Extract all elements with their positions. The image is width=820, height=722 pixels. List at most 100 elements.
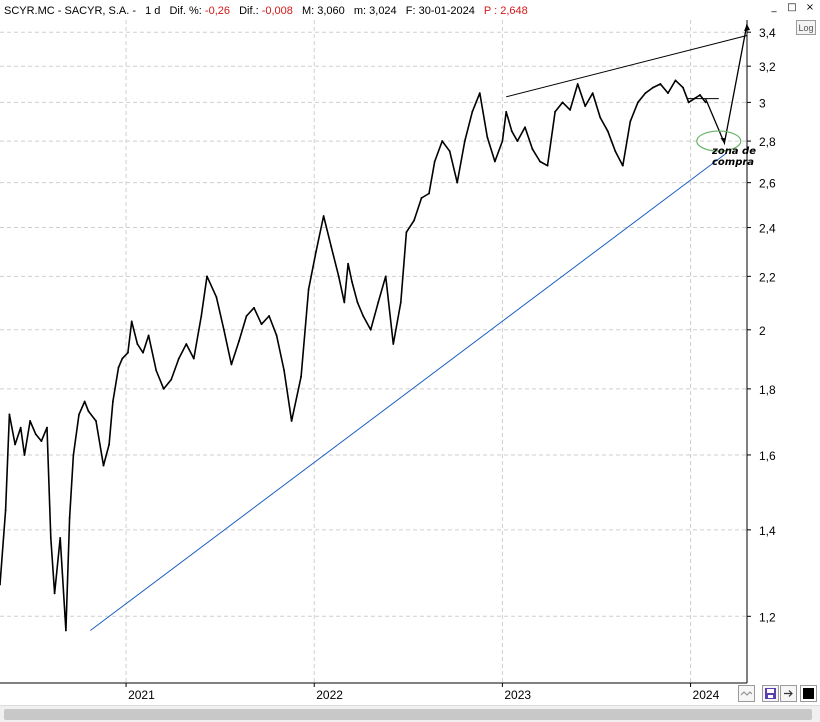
y-tick-label: 3 (759, 96, 766, 110)
y-tick-label: 1,2 (759, 610, 776, 624)
price-point (478, 92, 481, 95)
price-point (117, 366, 120, 369)
buy-zone-ellipse (696, 130, 742, 152)
price-point (253, 306, 255, 309)
price-point (111, 400, 114, 403)
price-point (471, 110, 474, 113)
dif-value: -0,008 (261, 5, 293, 17)
price-point (399, 301, 402, 304)
price-point (531, 148, 534, 151)
price-point (49, 537, 52, 539)
price-point (330, 245, 333, 248)
price-point (78, 413, 80, 416)
scrollbar-thumb[interactable] (4, 709, 812, 720)
price-point (456, 181, 459, 184)
price-point (377, 301, 380, 304)
price-point (576, 83, 579, 85)
price-point (108, 443, 111, 446)
price-point (493, 160, 496, 163)
expand-icon[interactable] (780, 685, 797, 702)
price-point (659, 83, 662, 85)
max-value: 3,060 (317, 5, 345, 17)
price-point (687, 101, 690, 104)
price-point (591, 92, 594, 95)
price-point (290, 420, 293, 422)
price-point (46, 426, 48, 429)
minimize-button[interactable]: _ (771, 2, 777, 13)
chart-grid (0, 20, 747, 683)
price-point (83, 400, 86, 403)
price-point (674, 79, 677, 82)
price-point (142, 351, 144, 354)
y-tick-label: 3,4 (759, 26, 776, 40)
price-point (64, 629, 67, 632)
projection-path (705, 23, 748, 146)
price-point (300, 375, 302, 378)
horizontal-scrollbar[interactable] (0, 705, 820, 722)
price-point (245, 315, 248, 317)
y-tick-label: 2,4 (759, 222, 776, 236)
price-point (448, 150, 451, 153)
price-point (510, 130, 513, 133)
price-point (136, 343, 139, 345)
close-button[interactable]: × (805, 2, 815, 13)
price-point (260, 323, 263, 326)
min-label: m: (353, 5, 367, 17)
date-value: 30-01-2024 (418, 5, 475, 17)
log-scale-toggle[interactable]: Log (796, 20, 816, 35)
min-value: 3,024 (369, 5, 397, 17)
date-label: F: (405, 5, 416, 17)
price-point (53, 592, 56, 595)
wave-icon[interactable] (738, 685, 755, 702)
price-point (147, 334, 150, 337)
price-point (463, 140, 466, 142)
save-icon[interactable] (762, 685, 779, 702)
price-point (155, 369, 158, 372)
price-point (130, 320, 133, 323)
price-point (185, 343, 188, 345)
timeframe-label: 1 d (145, 5, 161, 17)
y-tick-label: 2,6 (759, 177, 776, 191)
price-point (23, 454, 26, 456)
price-point (268, 315, 270, 317)
y-tick-label: 1,6 (759, 449, 776, 463)
projection-low-arrowhead (720, 138, 726, 144)
price-point (59, 537, 62, 539)
price-point (347, 262, 349, 265)
price-point (505, 110, 508, 113)
price-point (501, 140, 504, 142)
restore-button[interactable]: □ (787, 2, 797, 13)
price-point (699, 94, 701, 96)
price-point (337, 275, 340, 278)
price-point (652, 86, 654, 89)
price-point (420, 197, 423, 199)
price-point (704, 101, 707, 104)
price-point (102, 464, 105, 467)
price-point (606, 130, 609, 133)
price-point (441, 140, 444, 142)
price-point (629, 120, 632, 123)
price-point (405, 231, 408, 234)
price-point (68, 517, 71, 519)
price-series-layer (0, 79, 707, 632)
price-point (8, 413, 11, 416)
price-point (516, 140, 519, 142)
price-point (87, 410, 90, 413)
price-point (428, 192, 430, 195)
price-point (356, 301, 359, 304)
price-point (238, 340, 240, 343)
price-point (569, 109, 572, 111)
price-point (40, 440, 43, 443)
price-value: 2,648 (500, 5, 528, 17)
price-point (667, 92, 669, 95)
price-point (539, 160, 541, 163)
max-label: M: (301, 5, 315, 17)
price-point (283, 369, 286, 372)
x-tick-label: 2022 (316, 688, 343, 702)
y-tick-label: 1,8 (759, 383, 776, 397)
fill-square-icon[interactable] (800, 685, 817, 702)
price-point (275, 334, 278, 337)
price-point (95, 420, 97, 422)
y-tick-label: 2,8 (759, 135, 776, 149)
